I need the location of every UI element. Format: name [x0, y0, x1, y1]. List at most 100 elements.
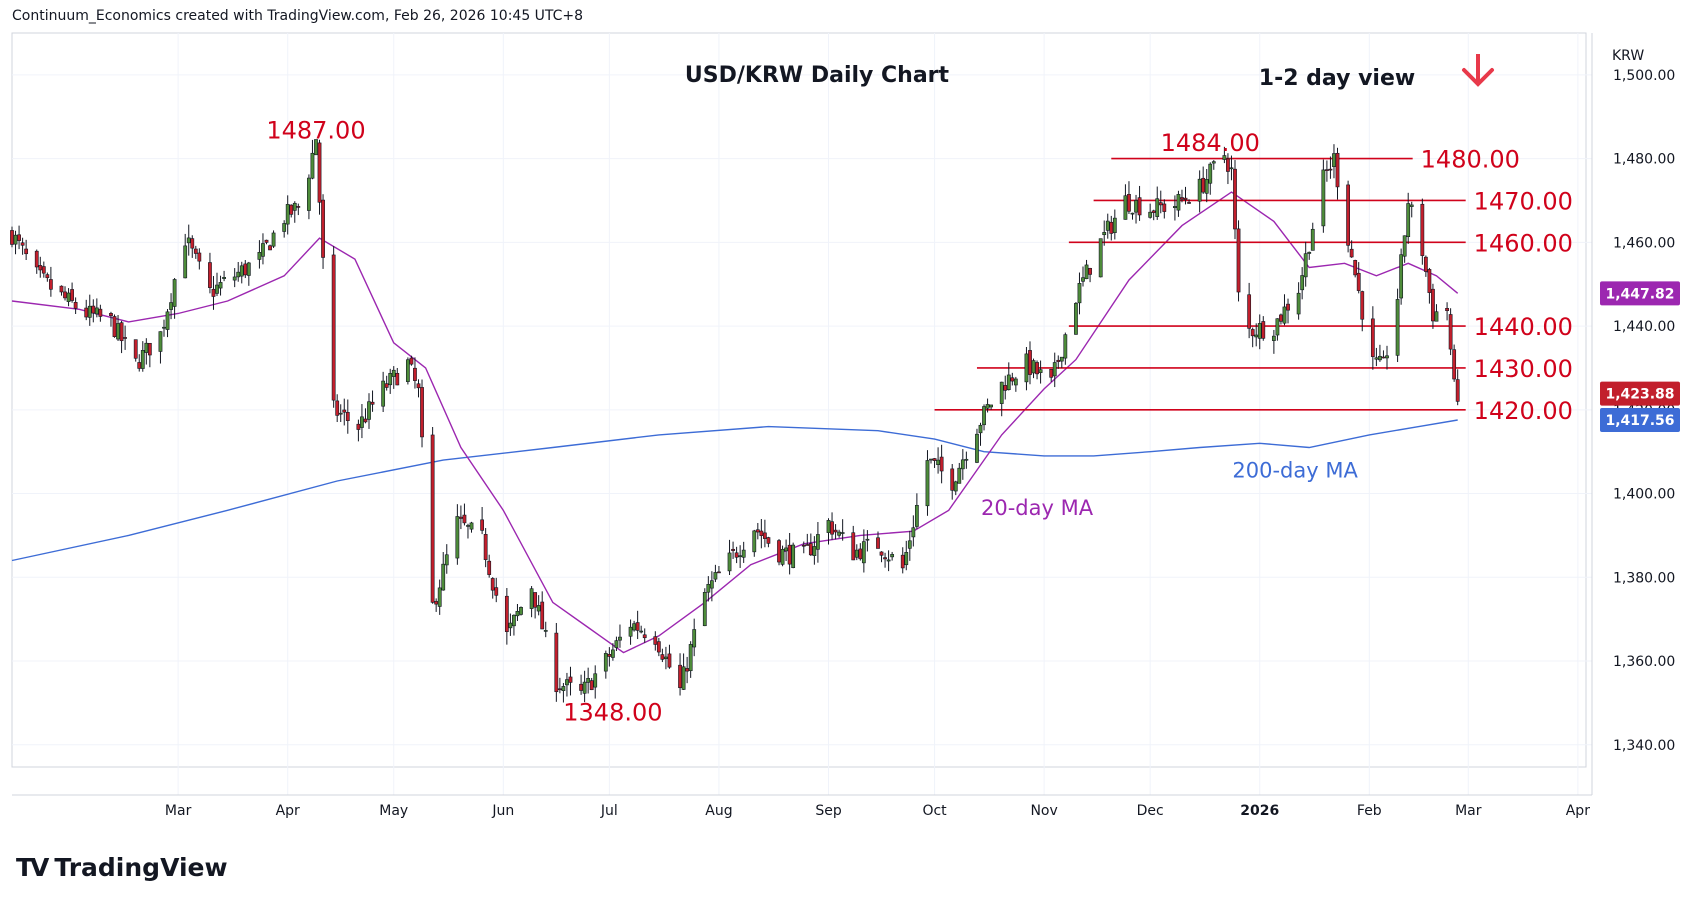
candle-body — [1031, 360, 1036, 374]
candle-body — [416, 383, 421, 389]
tradingview-logo[interactable]: TV TradingView — [16, 853, 228, 882]
candle-up — [1385, 345, 1389, 370]
candle-body — [1204, 179, 1209, 194]
candle-down — [759, 518, 764, 549]
candle-up — [861, 529, 866, 573]
candle-down — [1035, 360, 1039, 380]
candle-down — [932, 458, 937, 468]
candle-up — [985, 398, 990, 413]
candle-body — [784, 547, 788, 552]
candle-body — [660, 654, 665, 660]
candle-body — [1325, 169, 1329, 171]
candle-body — [561, 686, 566, 691]
candle-down — [1279, 313, 1283, 325]
candle-up — [692, 618, 697, 657]
candle-up — [565, 672, 569, 697]
candle-up — [162, 319, 166, 337]
candle-up — [519, 606, 523, 616]
candle-body — [1399, 254, 1404, 299]
candle-body — [1279, 314, 1283, 322]
candle-body — [257, 252, 262, 260]
candle-body — [840, 532, 845, 534]
candle-up — [978, 422, 983, 446]
candle-body — [282, 223, 287, 232]
ma200-line — [11, 419, 1458, 562]
candle-body — [876, 537, 880, 549]
candle-body — [59, 285, 64, 293]
candle-body — [999, 381, 1004, 404]
candle-down — [1356, 262, 1361, 294]
x-tick-label: Jul — [600, 803, 618, 819]
candle-down — [321, 194, 325, 269]
candle-body — [413, 367, 417, 381]
candle-body — [1211, 161, 1216, 164]
candle-up — [1300, 267, 1305, 300]
candle-down — [656, 637, 661, 657]
candle-down — [34, 249, 39, 274]
candle-up — [186, 224, 191, 256]
candle-body — [812, 546, 817, 556]
candle-body — [900, 554, 905, 569]
candle-body — [384, 383, 389, 388]
candle-up — [271, 230, 276, 248]
candle-down — [1360, 290, 1365, 332]
candle-body — [84, 307, 89, 318]
candle-body — [1434, 311, 1439, 322]
candles-layer[interactable] — [10, 139, 1460, 703]
candle-body — [137, 362, 142, 369]
candle-down — [462, 503, 467, 526]
candle-down — [1162, 199, 1167, 219]
candle-up — [975, 428, 979, 464]
candle-up — [904, 540, 909, 571]
candle-body — [1406, 203, 1411, 238]
candle-body — [628, 626, 633, 637]
candle-up — [1112, 209, 1117, 240]
candle-down — [384, 375, 389, 391]
candle-up — [1197, 170, 1202, 213]
candle-body — [568, 676, 573, 683]
candle-down — [494, 577, 499, 603]
level-label: 1440.00 — [1474, 313, 1573, 341]
candle-down — [1420, 198, 1425, 265]
candle-body — [706, 584, 711, 593]
candle-up — [989, 404, 993, 410]
candle-down — [10, 226, 14, 248]
candle-body — [1229, 167, 1234, 170]
candle-body — [356, 423, 361, 430]
candle-down — [208, 252, 212, 294]
candle-body — [147, 342, 152, 356]
candle-body — [519, 607, 523, 615]
candle-body — [529, 588, 534, 609]
candle-body — [1201, 177, 1206, 193]
candle-up — [1098, 238, 1103, 278]
candle-body — [98, 308, 103, 317]
candle-body — [957, 467, 962, 484]
candle-up — [738, 545, 743, 568]
candle-up — [791, 542, 796, 569]
candle-down — [1049, 369, 1054, 382]
candle-down — [268, 244, 272, 251]
candle-body — [1102, 232, 1107, 236]
candle-body — [261, 243, 265, 257]
candle-down — [1448, 308, 1453, 356]
candle-up — [307, 174, 311, 220]
candle-body — [38, 265, 43, 271]
candle-up — [261, 233, 265, 265]
candle-down — [1127, 181, 1131, 215]
candle-body — [508, 622, 513, 629]
candle-body — [914, 504, 919, 527]
candle-down — [342, 398, 347, 426]
candle-up — [1155, 186, 1160, 220]
candle-body — [430, 434, 435, 603]
candle-body — [1208, 163, 1213, 184]
candle-body — [752, 530, 757, 553]
level-label: 1460.00 — [1474, 229, 1573, 257]
candle-body — [70, 289, 74, 301]
candle-body — [338, 412, 343, 415]
candle-body — [766, 537, 771, 544]
candle-body — [738, 555, 743, 558]
candle-down — [876, 531, 880, 549]
candle-body — [1236, 228, 1241, 293]
candle-down — [480, 506, 485, 535]
